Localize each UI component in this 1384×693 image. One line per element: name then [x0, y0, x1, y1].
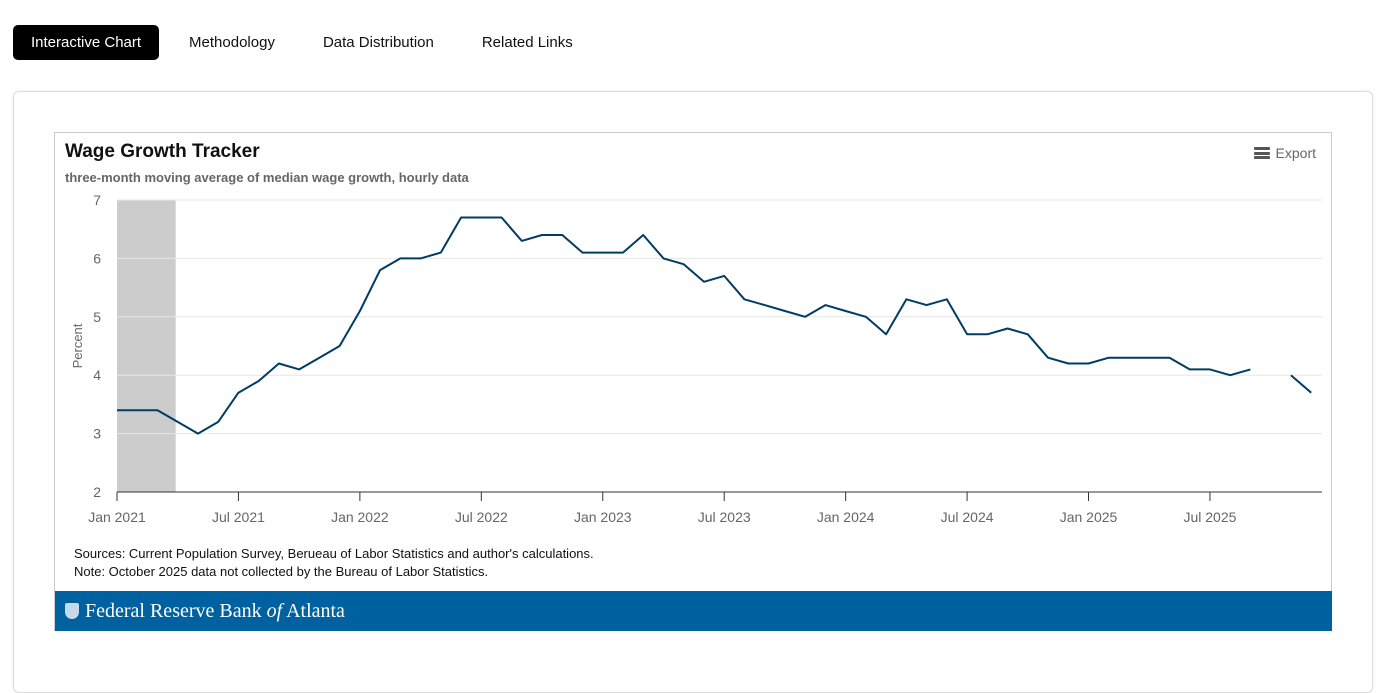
y-axis-title: Percent [70, 323, 85, 368]
data-point [901, 294, 911, 304]
x-tick-label: Jan 2021 [88, 509, 146, 525]
data-point [760, 300, 770, 310]
x-tick-label: Jan 2022 [331, 509, 389, 525]
data-point [375, 265, 385, 275]
data-point [1003, 323, 1013, 333]
tab-data-distribution[interactable]: Data Distribution [322, 34, 434, 51]
series-line [117, 216, 1251, 435]
data-point [679, 259, 689, 269]
data-point [881, 329, 891, 339]
x-tick-label: Jul 2021 [212, 509, 265, 525]
tab-related-links[interactable]: Related Links [481, 34, 573, 51]
data-point [658, 253, 668, 263]
x-tick-label: Jul 2025 [1183, 509, 1236, 525]
data-point [395, 253, 405, 263]
data-point [557, 230, 567, 240]
data-point [820, 300, 830, 310]
sources-text: Sources: Current Population Survey, Beru… [74, 546, 594, 561]
line-chart[interactable]: 2 3 4 5 6 7 Percent Jan 2021 Jul 2021 Jan 2022 Jul… [55, 133, 1331, 591]
data-point [517, 236, 527, 246]
x-tick-label: Jul 2024 [941, 509, 994, 525]
data-point [638, 230, 648, 240]
data-point [1306, 388, 1316, 398]
data-point [598, 248, 608, 258]
data-point [1124, 353, 1134, 363]
data-point [618, 248, 628, 258]
chart-notes: Sources: Current Population Survey, Beru… [74, 545, 594, 581]
data-point [294, 364, 304, 374]
data-point [314, 353, 324, 363]
data-point [416, 253, 426, 263]
x-tick-label: Jul 2023 [698, 509, 751, 525]
data-point [436, 248, 446, 258]
data-point [112, 405, 122, 415]
export-button[interactable]: Export [1253, 145, 1316, 161]
data-point [1245, 364, 1255, 374]
data-point [132, 405, 142, 415]
data-point [537, 230, 547, 240]
data-point [152, 405, 162, 415]
data-point [982, 329, 992, 339]
data-point [497, 213, 507, 223]
y-tick-label: 6 [93, 250, 101, 266]
x-tick-label: Jan 2024 [817, 509, 875, 525]
data-point [922, 300, 932, 310]
data-point [1084, 359, 1094, 369]
data-point [335, 341, 345, 351]
shaded-period [117, 200, 176, 492]
note-text: Note: October 2025 data not collected by… [74, 564, 489, 579]
data-point [213, 417, 223, 427]
y-tick-label: 2 [93, 484, 101, 500]
eagle-seal-icon [65, 603, 79, 619]
data-point [780, 306, 790, 316]
series-line [1290, 374, 1312, 394]
data-point [719, 271, 729, 281]
data-point [254, 376, 264, 386]
data-point [193, 429, 203, 439]
tab-interactive-chart[interactable]: Interactive Chart [13, 25, 160, 60]
data-point [173, 417, 183, 427]
data-point [1023, 329, 1033, 339]
data-point [942, 294, 952, 304]
data-point [861, 312, 871, 322]
data-point [1144, 353, 1154, 363]
data-point [739, 294, 749, 304]
data-point [274, 359, 284, 369]
y-tick-label: 7 [93, 192, 101, 208]
data-point [1185, 364, 1195, 374]
x-tick-label: Jan 2025 [1060, 509, 1118, 525]
fed-atlanta-banner: Federal Reserve Bank of Atlanta [55, 591, 1332, 631]
y-tick-label: 3 [93, 426, 101, 442]
menu-icon [1253, 147, 1270, 159]
data-point [1104, 353, 1114, 363]
chart-subtitle: three-month moving average of median wag… [65, 170, 469, 185]
export-label: Export [1275, 145, 1316, 161]
data-point [233, 388, 243, 398]
x-tick-label: Jul 2022 [455, 509, 508, 525]
data-point [841, 306, 851, 316]
tab-bar: Interactive Chart Methodology Data Distr… [13, 25, 603, 60]
y-tick-label: 4 [93, 367, 101, 383]
chart-title: Wage Growth Tracker [65, 141, 260, 162]
data-point [800, 312, 810, 322]
data-point [355, 306, 365, 316]
data-point [1043, 353, 1053, 363]
data-point [1225, 370, 1235, 380]
data-point [578, 248, 588, 258]
chart-container: 2 3 4 5 6 7 Percent Jan 2021 Jul 2021 Jan 2022 Jul… [54, 132, 1332, 631]
data-point [1164, 353, 1174, 363]
data-point [1205, 364, 1215, 374]
tab-methodology[interactable]: Methodology [189, 34, 275, 51]
data-point [962, 329, 972, 339]
data-point [699, 277, 709, 287]
y-tick-label: 5 [93, 309, 101, 325]
x-tick-label: Jan 2023 [574, 509, 632, 525]
banner-text: Federal Reserve Bank of Atlanta [85, 600, 345, 622]
data-point [1286, 370, 1296, 380]
data-point [476, 213, 486, 223]
data-point [456, 213, 466, 223]
data-point [1063, 359, 1073, 369]
